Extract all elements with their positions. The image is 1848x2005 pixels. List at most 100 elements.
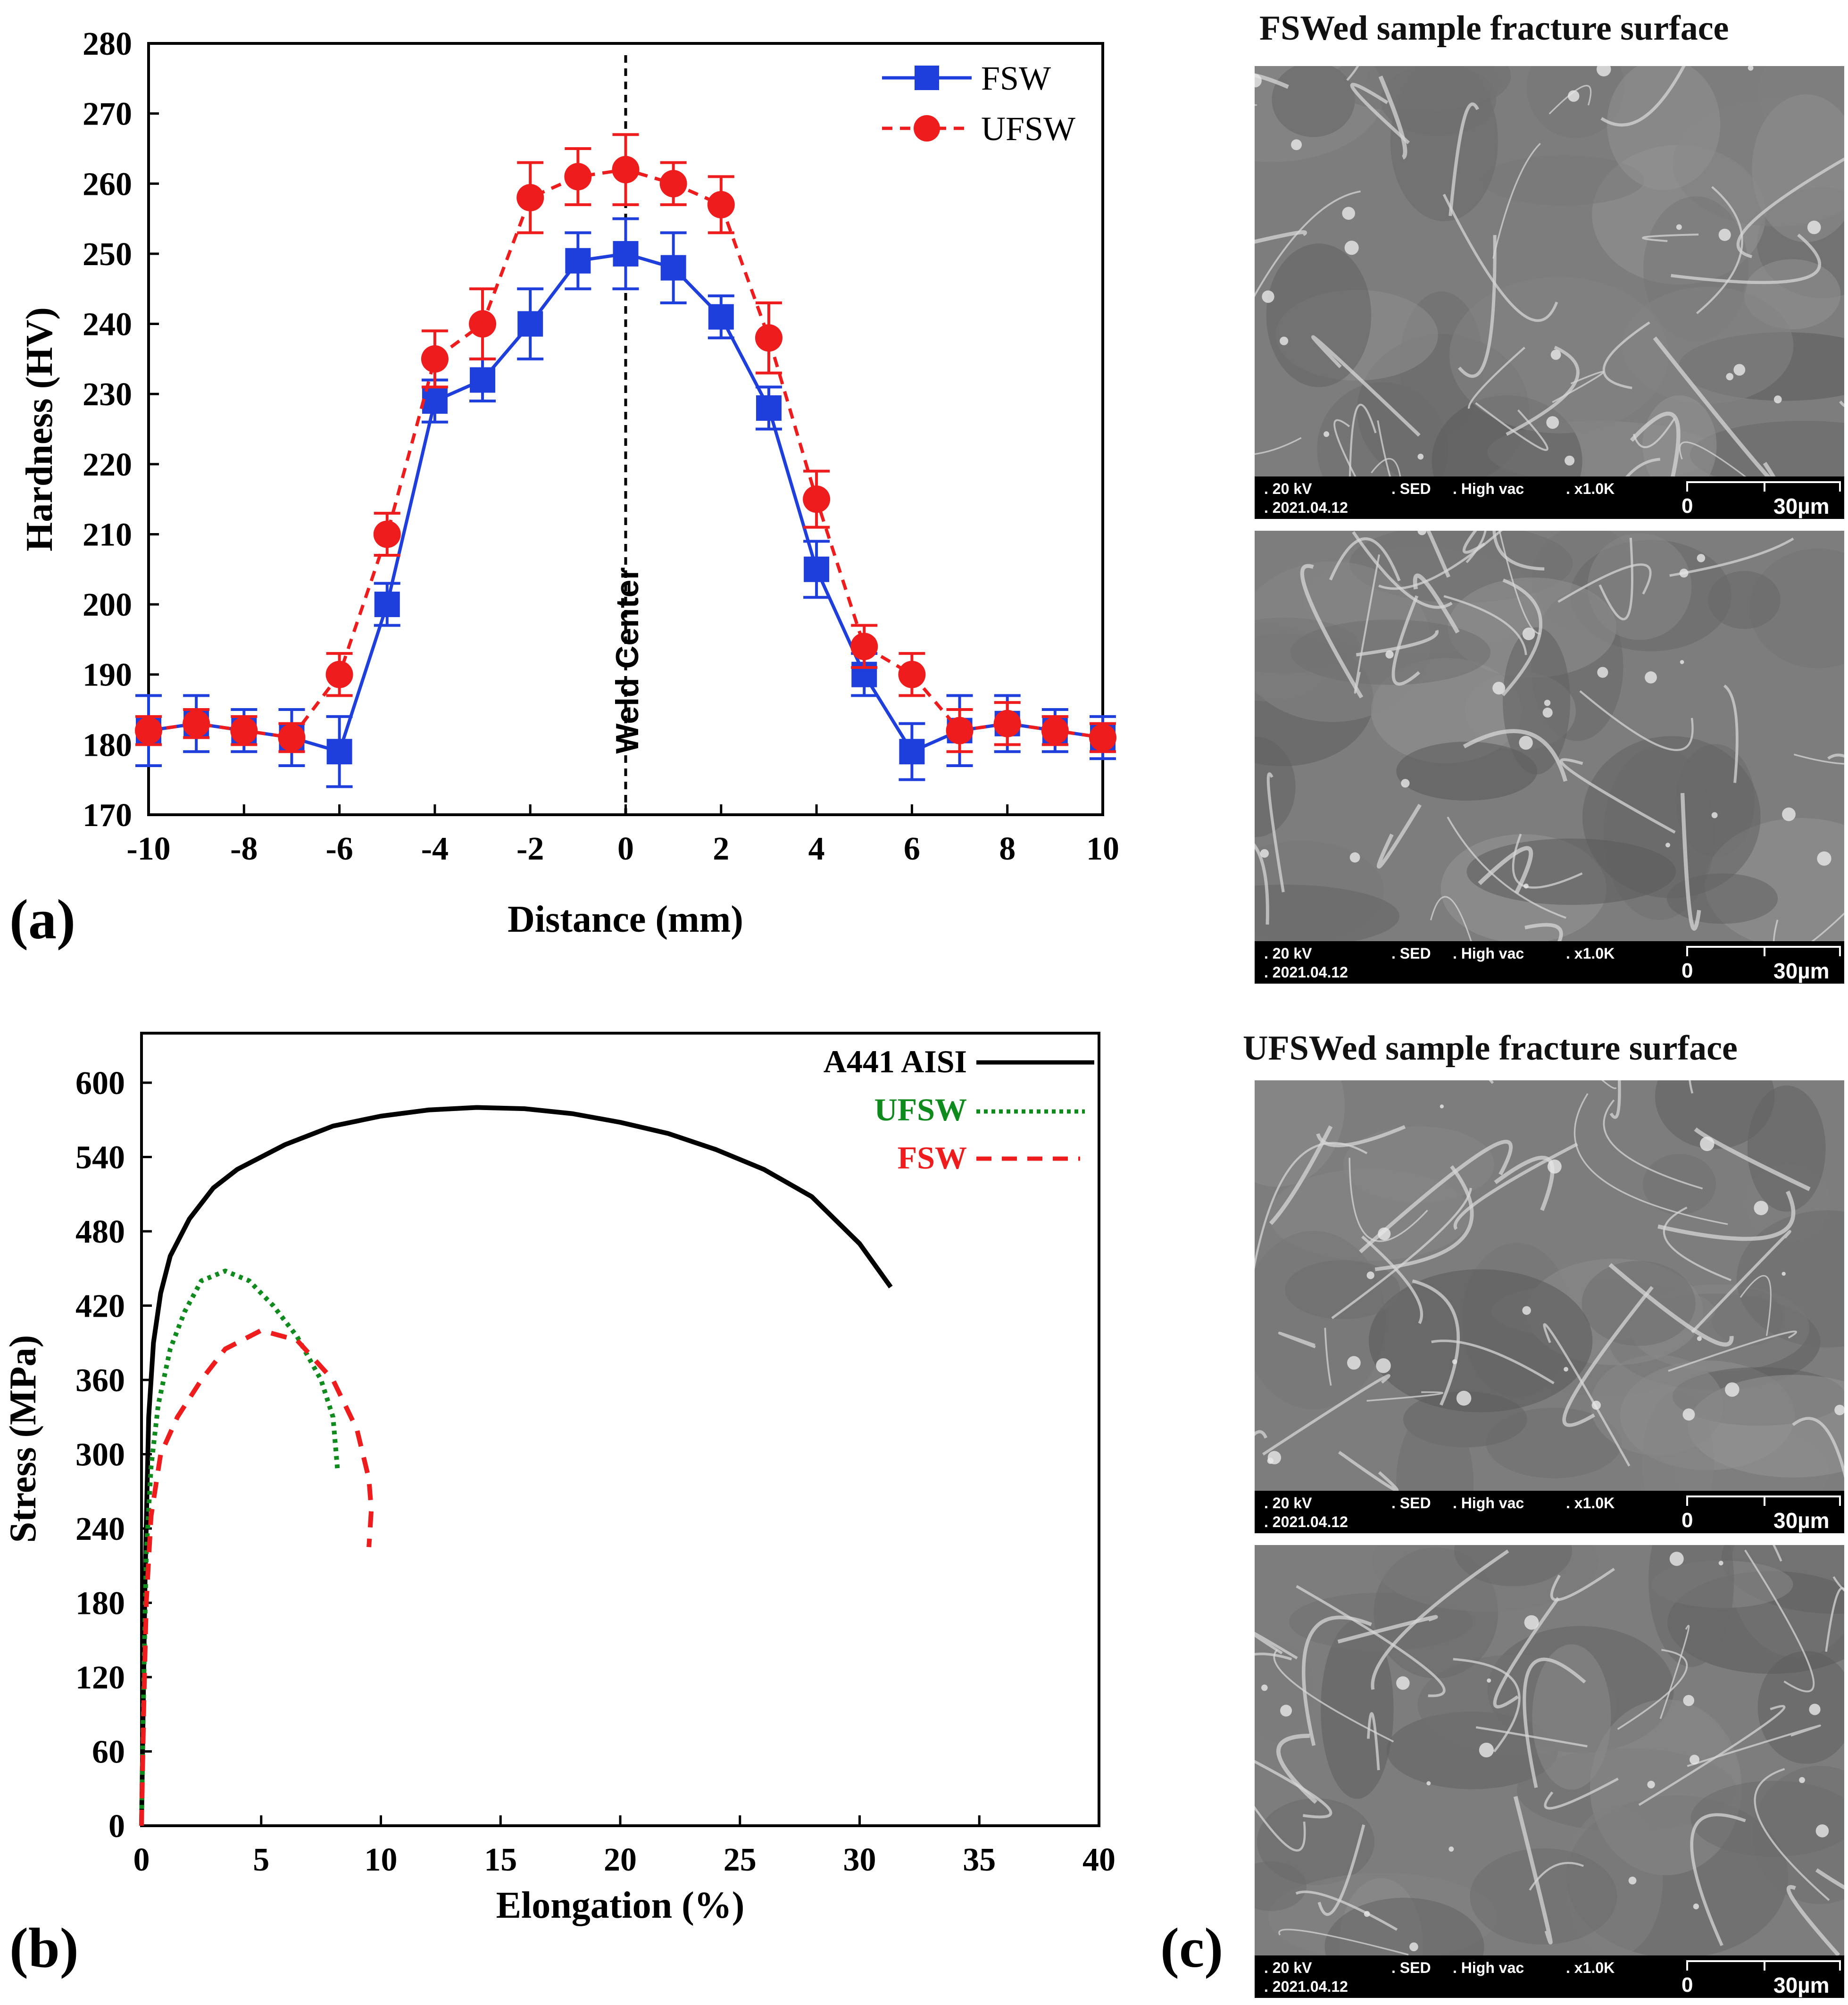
sem-info-kv: . 20 kV (1264, 1495, 1312, 1512)
sem-info-date: . 2021.04.12 (1264, 499, 1348, 516)
hardness-y-tick-label: 260 (83, 166, 132, 202)
sem-info-bar: . 20 kV . SED . High vac . x1.0K . 2021.04.1… (1255, 1491, 1844, 1533)
stress-y-tick-label: 120 (75, 1660, 125, 1696)
stress-x-tick-label: 25 (724, 1842, 757, 1878)
legend-fsw-stress-label: FSW (898, 1140, 967, 1176)
sem-image-ufsw-2: . 20 kV . SED . High vac . x1.0K . 2021.04.1… (1255, 1545, 1844, 1998)
data-point-ufsw (135, 717, 162, 744)
hardness-x-tick-label: -10 (126, 831, 170, 867)
legend-ufsw-marker (914, 115, 940, 142)
stress-x-tick-label: 20 (604, 1842, 637, 1878)
panel-label-c: (c) (1160, 1916, 1224, 1979)
hardness-y-tick-label: 250 (83, 236, 132, 273)
sem-info-vac: . High vac (1453, 1959, 1524, 1976)
stress-x-tick-label: 35 (963, 1842, 996, 1878)
data-point-fsw (326, 739, 352, 765)
sem-scale-label: 30µm (1773, 959, 1830, 983)
sem-info-mag: . x1.0K (1566, 945, 1615, 962)
hardness-x-axis-label: Distance (mm) (508, 899, 743, 940)
hardness-x-tick-label: 0 (617, 831, 634, 867)
sem-info-vac: . High vac (1453, 1495, 1524, 1512)
stress-y-tick-label: 0 (108, 1808, 125, 1845)
hardness-x-tick-label: -4 (421, 831, 449, 867)
sem-title-fsw: FSWed sample fracture surface (1259, 9, 1729, 48)
hardness-x-tick-label: 2 (713, 831, 729, 867)
stress-x-tick-label: 10 (365, 1842, 398, 1878)
data-point-ufsw (183, 710, 210, 737)
sem-info-bar: . 20 kV . SED . High vac . x1.0K . 2021.04.1… (1255, 941, 1844, 984)
data-point-fsw (804, 556, 830, 582)
sem-info-vac: . High vac (1453, 945, 1524, 962)
hardness-x-tick-label: 10 (1086, 831, 1119, 867)
sem-scale-zero: 0 (1682, 494, 1693, 518)
hardness-chart: -10 -8 -6 -4 -2 0 2 4 6 8 10 170 180 190 200 210 220 230 2… (19, 26, 1119, 940)
stress-y-tick-label: 600 (75, 1065, 125, 1102)
stress-legend: A441 AISI UFSW FSW (824, 1044, 1094, 1176)
hardness-y-tick-label: 180 (83, 727, 132, 763)
sem-micrograph-texture (1255, 531, 1844, 941)
data-point-ufsw (278, 724, 306, 752)
hardness-x-tick-label: 4 (808, 831, 825, 867)
stress-x-axis-label: Elongation (%) (496, 1885, 745, 1926)
sem-info-kv: . 20 kV (1264, 1959, 1312, 1976)
data-point-ufsw (325, 660, 353, 688)
hardness-y-tick-label: 280 (83, 26, 132, 62)
sem-info-sed: . SED (1391, 1959, 1431, 1976)
hardness-y-tick-label: 190 (83, 657, 132, 693)
sem-image-ufsw-1: . 20 kV . SED . High vac . x1.0K . 2021.04.1… (1255, 1080, 1844, 1533)
sem-info-sed: . SED (1391, 945, 1431, 962)
stress-x-tick-label: 40 (1082, 1842, 1115, 1878)
hardness-y-tick-label: 200 (83, 587, 132, 623)
stress-y-tick-label: 240 (75, 1511, 125, 1547)
stress-y-tick-label: 420 (75, 1288, 125, 1325)
sem-info-mag: . x1.0K (1566, 1959, 1615, 1976)
sem-scale-zero: 0 (1682, 1509, 1693, 1532)
data-point-ufsw (707, 191, 735, 218)
sem-info-sed: . SED (1391, 480, 1431, 497)
sem-scale-zero: 0 (1682, 1973, 1693, 1997)
hardness-y-tick-label: 230 (83, 376, 132, 413)
sem-scale-label: 30µm (1773, 494, 1830, 518)
sem-scale-bar (1686, 946, 1841, 956)
sem-scale-bar (1686, 1960, 1841, 1971)
data-point-ufsw (564, 163, 592, 191)
data-point-fsw (374, 592, 400, 618)
stress-curve-a441-aisi (139, 1105, 893, 1826)
data-point-ufsw (755, 324, 782, 352)
data-point-fsw (756, 395, 782, 421)
stress-y-tick-label: 60 (92, 1734, 125, 1771)
stress-curve-ufsw (139, 1269, 341, 1826)
hardness-x-tick-label: -2 (516, 831, 544, 867)
data-point-fsw (565, 248, 591, 274)
sem-scale-bar (1686, 1495, 1841, 1506)
data-point-ufsw (946, 717, 974, 744)
sem-info-date: . 2021.04.12 (1264, 1978, 1348, 1995)
stress-y-tick-label: 300 (75, 1437, 125, 1473)
data-point-fsw (899, 739, 925, 765)
stress-x-tick-label: 0 (133, 1842, 150, 1878)
data-point-ufsw (1089, 724, 1116, 752)
sem-scale-label: 30µm (1773, 1973, 1830, 1997)
data-point-fsw (517, 311, 543, 337)
hardness-x-tick-label: -8 (230, 831, 258, 867)
stress-strain-chart: 0 5 10 15 20 25 30 35 40 0 60 120 180 240 300 360 420 480… (2, 1032, 1115, 1926)
data-point-ufsw (659, 170, 687, 198)
sem-info-bar: . 20 kV . SED . High vac . x1.0K . 2021.04.1… (1255, 1955, 1844, 1998)
sem-info-date: . 2021.04.12 (1264, 1513, 1348, 1530)
data-point-ufsw (993, 710, 1021, 737)
stress-y-tick-label: 480 (75, 1214, 125, 1250)
legend-fsw-marker (915, 66, 939, 90)
hardness-y-tick-label: 210 (83, 517, 132, 553)
sem-micrograph-texture (1255, 66, 1844, 476)
sem-info-mag: . x1.0K (1566, 480, 1615, 497)
data-point-ufsw (469, 310, 497, 338)
sem-info-bar: . 20 kV . SED . High vac . x1.0K . 2021.04.1… (1255, 476, 1844, 519)
sem-micrograph-texture (1255, 1080, 1844, 1491)
sem-scale-label: 30µm (1773, 1508, 1830, 1533)
stress-x-tick-label: 5 (253, 1842, 269, 1878)
weld-center-annotation: Weld Center (609, 567, 645, 753)
panel-label-b: (b) (9, 1916, 79, 1979)
hardness-x-tick-label: 8 (999, 831, 1016, 867)
data-point-ufsw (898, 660, 926, 688)
data-point-ufsw (230, 717, 258, 744)
